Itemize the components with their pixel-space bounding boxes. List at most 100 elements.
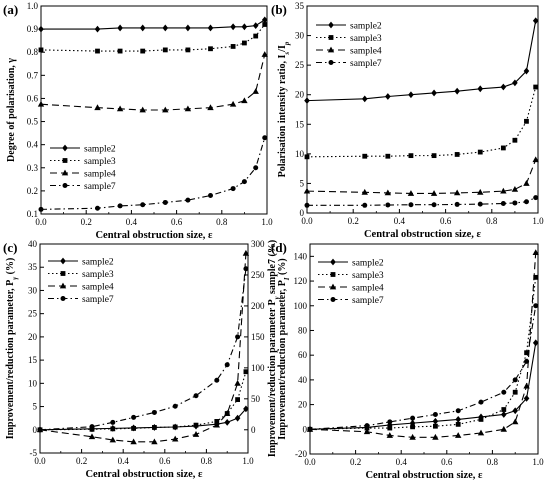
data-point — [241, 23, 248, 31]
x-tick-label: 0.4 — [394, 216, 406, 226]
data-point — [208, 193, 213, 199]
data-point — [151, 409, 157, 415]
data-point — [432, 411, 438, 417]
x-tick-label: 1.0 — [532, 457, 544, 467]
data-point — [362, 153, 368, 159]
data-point — [185, 197, 191, 203]
y-tick-label: 10 — [28, 378, 38, 388]
data-point — [524, 358, 530, 364]
y2-tick-label: 250 — [251, 270, 265, 280]
data-point — [117, 48, 123, 54]
legend-label: sample3 — [352, 271, 384, 281]
series-line — [39, 253, 247, 443]
data-point — [88, 433, 96, 440]
y-tick-label: 0.2 — [27, 186, 38, 196]
x-tick-label: 0.8 — [201, 456, 213, 466]
legend-entry: sample7 — [48, 295, 114, 305]
data-point — [385, 202, 391, 208]
x-tick-label: 0.0 — [35, 217, 47, 227]
y-tick-label: 35 — [295, 1, 305, 11]
data-point — [432, 433, 439, 440]
y-axis-label: Improvement/reduction parameter, PI (%) — [277, 258, 291, 439]
y-tick-label: 80 — [298, 325, 308, 335]
svg-text:Degree of polarisation, γ: Degree of polarisation, γ — [6, 58, 17, 162]
data-point — [500, 201, 506, 207]
data-point — [533, 303, 539, 309]
series-line — [309, 277, 537, 430]
legend-entry: sample3 — [50, 157, 116, 167]
data-point — [303, 187, 311, 194]
y-tick-label: 0.5 — [27, 117, 39, 127]
legend-marker — [327, 46, 335, 53]
chart-panel-2: (b) 0.0 0.2 0.4 0.6 0.8 1.0 0 5 10 15 20 25 30 35 Centr… — [271, 1, 544, 240]
data-point — [533, 274, 539, 280]
data-point — [455, 416, 461, 423]
data-point — [131, 425, 136, 431]
y-tick-label: 15 — [295, 119, 305, 129]
data-point — [172, 424, 178, 430]
series-sample3 — [307, 274, 539, 432]
data-point — [478, 417, 484, 422]
x-tick-label: 0.4 — [118, 456, 130, 466]
series-line — [40, 54, 266, 111]
x-axis-label: Central obstruction size, ε — [95, 230, 213, 241]
y-tick-label: 20 — [28, 332, 38, 342]
y-tick-label: 30 — [295, 31, 305, 41]
y-tick-label: 5 — [33, 402, 38, 412]
data-point — [523, 382, 530, 389]
data-point — [455, 408, 461, 414]
legend-label: sample7 — [350, 59, 382, 69]
data-point — [139, 24, 146, 32]
y-tick-label: 25 — [295, 60, 305, 70]
data-point — [229, 100, 237, 107]
panel-label: (a) — [3, 2, 18, 17]
data-point — [234, 414, 241, 422]
legend-label: sample7 — [352, 296, 384, 306]
data-point — [431, 153, 437, 159]
legend-entry: sample7 — [316, 59, 382, 69]
series-sample2 — [304, 17, 539, 105]
data-point — [140, 202, 146, 208]
data-point — [95, 205, 100, 211]
y-axis-label: Polarisation intensity ratio, Is/Ip — [277, 41, 291, 177]
data-point — [477, 429, 485, 436]
data-point — [241, 179, 247, 185]
data-point — [532, 17, 539, 25]
legend-marker — [62, 183, 68, 188]
data-point — [512, 79, 518, 87]
plot-frame — [306, 5, 539, 214]
data-point — [185, 47, 191, 53]
data-point — [117, 203, 123, 209]
data-point — [162, 199, 168, 205]
data-point — [37, 427, 43, 433]
x-tick-label: 0.0 — [34, 456, 46, 466]
data-point — [235, 397, 240, 402]
x-tick-label: 0.6 — [171, 217, 183, 227]
series-sample7 — [38, 135, 268, 212]
data-point — [130, 438, 137, 445]
y-tick-label: 60 — [298, 350, 308, 360]
data-point — [261, 16, 268, 24]
data-point — [224, 362, 230, 368]
legend-label: sample4 — [352, 284, 384, 294]
data-point — [230, 23, 236, 31]
data-point — [454, 152, 460, 157]
y-tick-label: 0.1 — [27, 209, 38, 219]
series-sample4 — [37, 51, 268, 113]
data-point — [524, 350, 529, 356]
data-point — [385, 153, 391, 159]
data-point — [523, 67, 530, 75]
legend-entry: sample2 — [50, 145, 116, 155]
legend-entry: sample2 — [318, 259, 384, 269]
data-point — [109, 436, 116, 443]
chart-panel-3: (c) 0.0 0.2 0.4 0.6 0.8 1.0 -5 0 5 10 15 20 25 30 35 40 0… — [3, 239, 281, 480]
x-tick-label: 1.0 — [242, 456, 254, 466]
legend-label: sample2 — [84, 145, 116, 155]
data-point — [214, 377, 220, 383]
svg-text:Improvement/reduction paramete: Improvement/reduction parameter, Pγ (%) — [5, 258, 19, 440]
data-point — [162, 106, 169, 113]
legend-entry: sample7 — [318, 296, 384, 306]
data-point — [253, 165, 259, 171]
data-point — [477, 201, 483, 207]
data-point — [116, 105, 124, 112]
